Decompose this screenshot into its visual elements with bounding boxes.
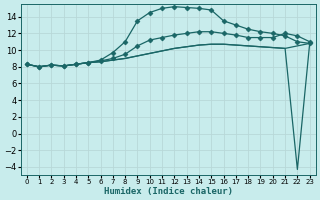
X-axis label: Humidex (Indice chaleur): Humidex (Indice chaleur): [104, 187, 233, 196]
